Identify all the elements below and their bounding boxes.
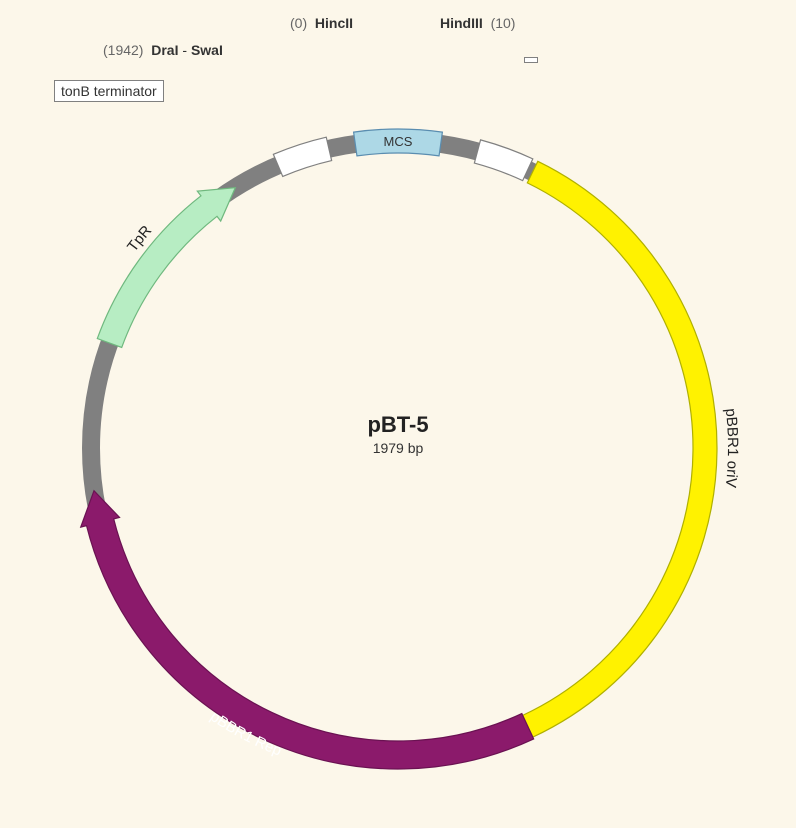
site-pos: (1942): [103, 42, 143, 58]
site-drai-swai-label: (1942) DraI - SwaI: [103, 42, 223, 58]
segment-label-oriv: pBBR1 oriV: [722, 407, 741, 488]
segment-oriv: [523, 161, 717, 737]
site-hincii-label: (0) HincII: [290, 15, 353, 31]
plasmid-name: pBT-5: [298, 412, 498, 438]
plasmid-center-title: pBT-5 1979 bp: [298, 412, 498, 456]
segment-tonb: [273, 137, 331, 176]
site-name: SwaI: [191, 42, 223, 58]
site-name: DraI: [151, 42, 178, 58]
site-hindiii-label: HindIII (10): [440, 15, 515, 31]
site-pos: (0): [290, 15, 307, 31]
site-name: HincII: [315, 15, 353, 31]
callout-soxr-terminator: [524, 57, 538, 63]
callout-text: tonB terminator: [61, 83, 157, 99]
segment-rep: [81, 491, 534, 769]
segment-label-mcs: MCS: [384, 134, 413, 149]
segment-soxr: [474, 140, 532, 181]
site-name: HindIII: [440, 15, 483, 31]
site-pos: (10): [491, 15, 516, 31]
segment-tpr: [97, 188, 235, 348]
callout-tonb-terminator: tonB terminator: [54, 80, 164, 102]
plasmid-size: 1979 bp: [298, 440, 498, 456]
